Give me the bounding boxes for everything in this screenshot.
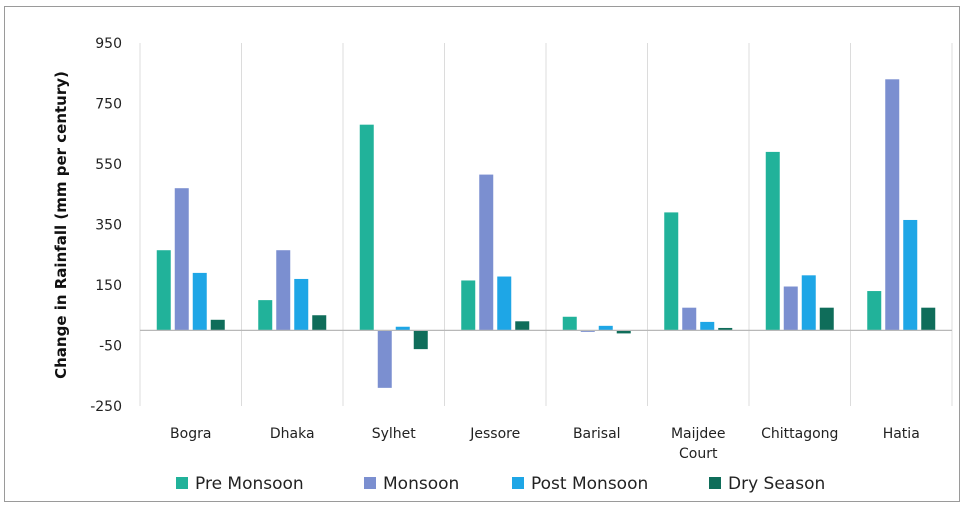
- bar-dry-season: [413, 330, 428, 350]
- x-category-label: Dhaka: [270, 426, 315, 442]
- bar-post-monsoon: [598, 325, 613, 331]
- bar-pre-monsoon: [461, 280, 476, 331]
- bar-pre-monsoon: [562, 316, 577, 331]
- bar-dry-season: [921, 307, 936, 331]
- legend-swatch: [709, 477, 721, 489]
- y-tick-label: 950: [95, 36, 122, 52]
- bar-monsoon: [783, 286, 798, 331]
- bar-post-monsoon: [497, 276, 512, 331]
- bar-post-monsoon: [192, 272, 207, 331]
- bar-dry-season: [515, 321, 530, 331]
- bar-post-monsoon: [801, 275, 816, 331]
- bar-pre-monsoon: [359, 124, 374, 331]
- x-category-label: Bogra: [170, 426, 211, 442]
- legend-item: Monsoon: [364, 474, 459, 494]
- x-category-label: Maijdee Court: [671, 426, 726, 462]
- bar-post-monsoon: [700, 321, 715, 331]
- bar-monsoon: [174, 188, 189, 331]
- legend-label: Dry Season: [728, 474, 825, 494]
- y-tick-label: 750: [95, 97, 122, 113]
- bar-dry-season: [616, 330, 631, 334]
- y-tick-label: 350: [95, 218, 122, 234]
- bar-pre-monsoon: [258, 300, 273, 331]
- legend-label: Monsoon: [383, 474, 459, 494]
- x-category-label: Chittagong: [761, 426, 838, 442]
- legend-swatch: [512, 477, 524, 489]
- legend-swatch: [176, 477, 188, 489]
- bar-monsoon: [276, 250, 291, 331]
- bar-monsoon: [580, 330, 595, 332]
- bar-pre-monsoon: [664, 212, 679, 331]
- bar-pre-monsoon: [867, 291, 882, 331]
- bar-dry-season: [312, 315, 327, 331]
- x-category-label: Barisal: [573, 426, 621, 442]
- x-category-label: Jessore: [469, 426, 520, 442]
- y-tick-label: 150: [95, 278, 122, 294]
- y-tick-label: 550: [95, 157, 122, 173]
- legend-item: Pre Monsoon: [176, 474, 304, 494]
- bar-monsoon: [682, 307, 697, 331]
- y-tick-label: -50: [99, 339, 122, 355]
- bar-monsoon: [885, 79, 900, 331]
- bar-dry-season: [210, 319, 225, 331]
- bar-monsoon: [377, 330, 392, 388]
- axis-layer: 950 750 550 350 150 -50 -250 Bogra Dhaka Sylhet Je…: [90, 36, 952, 462]
- legend-label: Pre Monsoon: [195, 474, 304, 494]
- legend-swatch: [364, 477, 376, 489]
- legend-label: Post Monsoon: [531, 474, 648, 494]
- x-category-label: Sylhet: [372, 426, 417, 442]
- legend-item: Dry Season: [709, 474, 825, 494]
- y-tick-label: -250: [90, 399, 122, 415]
- x-category-label: Hatia: [883, 426, 920, 442]
- bar-post-monsoon: [903, 219, 918, 331]
- grid-layer: [139, 43, 953, 406]
- bar-post-monsoon: [294, 278, 309, 331]
- legend: Pre Monsoon Monsoon Post Monsoon Dry Season: [176, 474, 825, 494]
- bar-pre-monsoon: [765, 151, 780, 331]
- y-axis-label: Change in Rainfall (mm per century): [52, 71, 70, 379]
- bar-monsoon: [479, 174, 494, 331]
- bar-dry-season: [819, 307, 834, 331]
- bar-post-monsoon: [395, 326, 410, 331]
- bar-layer: [156, 79, 936, 388]
- bar-dry-season: [718, 327, 733, 331]
- bar-pre-monsoon: [156, 250, 171, 331]
- legend-item: Post Monsoon: [512, 474, 648, 494]
